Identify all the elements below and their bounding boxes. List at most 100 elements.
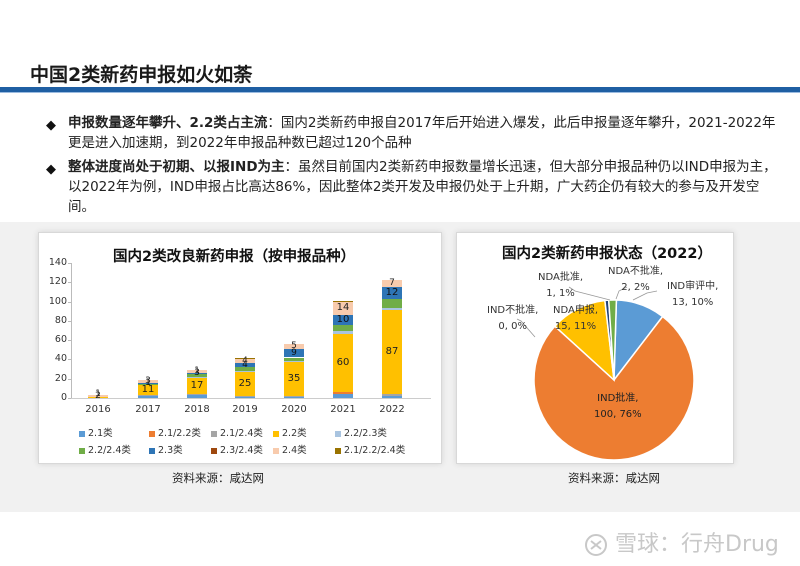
bar-value-label: 14 xyxy=(336,302,350,314)
bar-segment xyxy=(333,300,353,302)
legend-item: 2.2/2.3类 xyxy=(335,425,387,439)
bar-segment xyxy=(187,372,207,374)
bar-segment xyxy=(138,384,158,396)
bar-segment xyxy=(187,370,207,373)
bar-segment xyxy=(138,383,158,385)
bar-segment xyxy=(284,344,304,349)
legend-label: 2.1/2.4类 xyxy=(220,428,263,439)
pie-label-nda-approve: NDA批准, 1, 1% xyxy=(538,270,583,302)
y-tick-label: 80 xyxy=(54,314,67,326)
legend-label: 2.1类 xyxy=(88,428,113,439)
bar-value-label: 3 xyxy=(145,375,151,386)
pie-label-name: IND审评中, xyxy=(667,281,719,292)
pie-leader-line xyxy=(632,290,658,301)
bar-segment xyxy=(235,371,255,397)
bar-segment xyxy=(235,396,255,398)
watermark-text: 雪球：行舟Drug xyxy=(615,532,779,557)
legend-swatch-icon xyxy=(335,430,341,437)
bar-segment xyxy=(187,376,207,378)
legend-label: 2.2/2.3类 xyxy=(344,428,387,439)
y-tick-mark xyxy=(68,340,71,342)
bar-value-label: 5 xyxy=(291,340,297,351)
bar-segment xyxy=(187,377,207,395)
bar-segment xyxy=(382,298,402,309)
y-tick-label: 140 xyxy=(48,257,67,268)
bar-segment xyxy=(187,394,207,396)
pie-slice xyxy=(533,315,695,461)
y-tick-label: 20 xyxy=(54,372,67,384)
x-tick-label: 2019 xyxy=(232,404,258,415)
bar-segment xyxy=(333,331,353,335)
bar-segment xyxy=(88,397,108,398)
pie-label-nda-apply: NDA申报, 15, 11% xyxy=(553,303,598,335)
y-tick-label: 0 xyxy=(60,392,67,403)
y-tick-mark xyxy=(68,398,71,399)
bar-segment xyxy=(235,358,255,360)
bar-value-label: 2 xyxy=(95,391,101,402)
x-tick-label: 2017 xyxy=(135,404,161,415)
legend-swatch-icon xyxy=(149,430,155,437)
pie-label-ind-approve: IND批准, 100, 76% xyxy=(594,391,642,423)
pie-chart-panel: 国内2类新药申报状态（2022） NDA批准, 1, 1% NDA不批准, 2,… xyxy=(456,232,734,464)
y-tick-mark xyxy=(68,320,71,322)
bar-segment xyxy=(235,371,255,372)
legend-item: 2.2类 xyxy=(273,425,307,439)
bar-segment xyxy=(235,359,255,364)
x-tick-label: 2020 xyxy=(281,404,307,415)
bar-value-label: 3 xyxy=(194,367,200,378)
legend-label: 2.3类 xyxy=(158,445,183,456)
bar-segment xyxy=(235,363,255,368)
title-divider-light xyxy=(0,92,800,93)
legend-item: 2.4类 xyxy=(273,442,307,456)
bar-segment xyxy=(333,394,353,398)
bar-segment xyxy=(235,397,255,398)
bar-segment xyxy=(138,396,158,398)
diamond-bullet-icon: ◆ xyxy=(46,118,56,133)
y-tick-mark xyxy=(68,282,71,284)
bar-value-label: 4 xyxy=(242,355,248,366)
snowball-logo-icon xyxy=(585,534,607,556)
bar-segment xyxy=(382,310,402,395)
bar-segment xyxy=(284,357,304,362)
bar-value-label: 1 xyxy=(95,389,101,400)
bar-segment xyxy=(333,334,353,393)
bar-segment xyxy=(333,392,353,395)
bar-segment xyxy=(187,373,207,377)
pie-chart-source: 资料来源：咸达网 xyxy=(568,471,660,485)
bullet-heading: 申报数量逐年攀升、2.2类占主流 xyxy=(68,115,268,131)
pie-label-value: 15, 11% xyxy=(554,321,597,332)
bar-value-label: 12 xyxy=(385,286,399,298)
x-tick-label: 2018 xyxy=(184,404,210,415)
bar-value-label: 60 xyxy=(336,357,350,369)
bar-segment xyxy=(235,367,255,371)
legend-item: 2.1/2.2类 xyxy=(149,425,201,439)
page-title: 中国2类新药申报如火如荼 xyxy=(30,64,253,86)
bullet-item: ◆ 申报数量逐年攀升、2.2类占主流：国内2类新药申报自2017年后开始进入爆发… xyxy=(44,113,784,153)
bar-segment xyxy=(382,396,402,398)
bar-segment xyxy=(382,280,402,288)
pie-leader-line xyxy=(568,286,611,301)
legend-label: 2.4类 xyxy=(282,445,307,456)
bar-segment xyxy=(284,362,304,397)
pie-slice xyxy=(607,299,618,381)
legend-label: 2.3/2.4类 xyxy=(220,445,263,456)
bar-segment xyxy=(333,315,353,325)
pie-label-value: 13, 10% xyxy=(672,297,714,308)
bar-segment xyxy=(138,382,158,384)
pie-label-value: 2, 2% xyxy=(621,282,650,293)
y-tick-label: 60 xyxy=(54,334,67,346)
bar-segment xyxy=(382,287,402,299)
bar-segment xyxy=(333,324,353,332)
bar-chart-title: 国内2类改良新药申报（按申报品种） xyxy=(113,249,356,265)
bullet-list: ◆ 申报数量逐年攀升、2.2类占主流：国内2类新药申报自2017年后开始进入爆发… xyxy=(44,113,784,221)
bar-value-label: 25 xyxy=(238,378,252,390)
pie-chart xyxy=(516,286,695,461)
bullet-heading: 整体进度尚处于初期、以报IND为主 xyxy=(68,159,285,175)
legend-item: 2.2/2.4类 xyxy=(79,442,131,456)
bar-value-label: 4 xyxy=(242,359,248,370)
bar-segment xyxy=(333,301,353,316)
bar-value-label: 9 xyxy=(291,347,297,358)
y-tick-label: 120 xyxy=(48,276,67,288)
legend-swatch-icon xyxy=(79,430,85,437)
pie-label-value: 0, 0% xyxy=(498,321,527,332)
